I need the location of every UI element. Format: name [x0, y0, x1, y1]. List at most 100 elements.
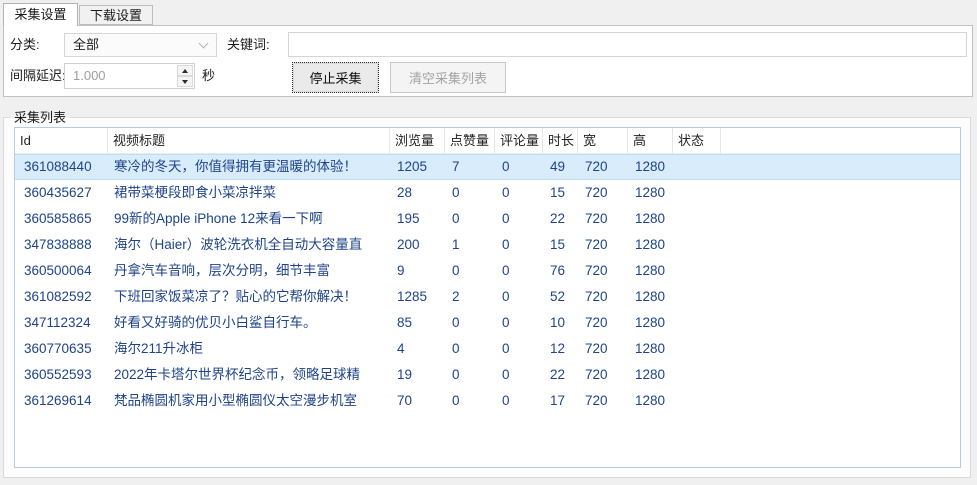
- cell-id: 360770635: [24, 341, 92, 356]
- header-likes[interactable]: 点赞量: [445, 128, 495, 153]
- cell-status: [673, 258, 721, 284]
- chevron-down-icon: [198, 38, 209, 49]
- header-status[interactable]: 状态: [673, 128, 721, 153]
- tab-download-settings[interactable]: 下载设置: [79, 5, 153, 25]
- cell-duration: 22: [550, 211, 566, 226]
- cell-comments: 0: [502, 237, 510, 252]
- cell-video-title: 2022年卡塔尔世界杯纪念币，领略足球精: [114, 367, 361, 382]
- cell-duration: 17: [550, 393, 566, 408]
- keyword-input[interactable]: [288, 32, 967, 57]
- delay-unit-label: 秒: [202, 68, 216, 83]
- clear-collect-list-button[interactable]: 清空采集列表: [390, 62, 506, 93]
- cell-width: 720: [585, 367, 608, 382]
- header-views[interactable]: 浏览量: [390, 128, 445, 153]
- cell-status: [673, 284, 721, 310]
- cell-comments: 0: [502, 367, 510, 382]
- cell-status: [673, 154, 721, 180]
- table-row[interactable]: 361269614 梵品椭圆机家用小型椭圆仪太空漫步机室 70 0 0 17 7…: [15, 388, 960, 414]
- cell-height: 1280: [635, 341, 666, 356]
- cell-filler: [721, 232, 960, 258]
- header-height[interactable]: 高: [628, 128, 673, 153]
- cell-likes: 0: [452, 263, 460, 278]
- cell-filler: [721, 284, 960, 310]
- cell-duration: 52: [550, 289, 566, 304]
- table-row[interactable]: 360585865 99新的Apple iPhone 12来看一下啊 195 0…: [15, 206, 960, 232]
- cell-comments: 0: [502, 263, 510, 278]
- tab-collect-settings[interactable]: 采集设置: [3, 3, 78, 26]
- cell-width: 720: [585, 237, 608, 252]
- cell-video-title: 好看又好骑的优贝小白鲨自行车。: [114, 315, 317, 330]
- cell-duration: 15: [550, 185, 566, 200]
- stepper-buttons: [177, 65, 193, 87]
- table-row[interactable]: 360770635 海尔211升冰柜 4 0 0 12 720 1280: [15, 336, 960, 362]
- cell-filler: [721, 180, 960, 206]
- header-comments[interactable]: 评论量: [495, 128, 543, 153]
- cell-comments: 0: [502, 393, 510, 408]
- cell-filler: [721, 258, 960, 284]
- cell-id: 361269614: [24, 393, 92, 408]
- header-duration[interactable]: 时长: [543, 128, 578, 153]
- header-width[interactable]: 宽: [578, 128, 628, 153]
- table-row[interactable]: 361082592 下班回家饭菜凉了？贴心的它帮你解决！ 1285 2 0 52…: [15, 284, 960, 310]
- cell-filler: [721, 206, 960, 232]
- cell-views: 28: [397, 185, 413, 200]
- cell-height: 1280: [635, 263, 666, 278]
- cell-comments: 0: [502, 185, 510, 200]
- cell-status: [673, 206, 721, 232]
- collect-list-table[interactable]: Id 视频标题 浏览量 点赞量 评论量 时长 宽 高 状态 361088440 …: [14, 127, 961, 468]
- stepper-down-button[interactable]: [177, 76, 193, 87]
- cell-id: 361088440: [24, 159, 92, 174]
- cell-video-title: 裙带菜梗段即食小菜凉拌菜: [114, 185, 276, 200]
- stepper-up-button[interactable]: [177, 65, 193, 76]
- cell-video-title: 丹拿汽车音响，层次分明，细节丰富: [114, 263, 330, 278]
- cell-comments: 0: [502, 315, 510, 330]
- cell-id: 361082592: [24, 289, 92, 304]
- cell-views: 9: [397, 263, 405, 278]
- category-dropdown[interactable]: 全部: [64, 33, 217, 57]
- cell-height: 1280: [635, 367, 666, 382]
- header-video-title[interactable]: 视频标题: [108, 128, 390, 153]
- cell-id: 347838888: [24, 237, 92, 252]
- cell-status: [673, 336, 721, 362]
- cell-width: 720: [585, 393, 608, 408]
- table-row[interactable]: 347112324 好看又好骑的优贝小白鲨自行车。 85 0 0 10 720 …: [15, 310, 960, 336]
- cell-video-title: 下班回家饭菜凉了？贴心的它帮你解决！: [114, 289, 357, 304]
- cell-height: 1280: [635, 393, 666, 408]
- table-row[interactable]: 360500064 丹拿汽车音响，层次分明，细节丰富 9 0 0 76 720 …: [15, 258, 960, 284]
- cell-views: 1285: [397, 289, 428, 304]
- delay-stepper[interactable]: 1.000: [64, 63, 195, 89]
- cell-width: 720: [585, 159, 608, 174]
- cell-comments: 0: [502, 341, 510, 356]
- table-row[interactable]: 347838888 海尔（Haier）波轮洗衣机全自动大容量直 200 1 0 …: [15, 232, 960, 258]
- cell-views: 85: [397, 315, 413, 330]
- cell-duration: 12: [550, 341, 566, 356]
- cell-likes: 2: [452, 289, 460, 304]
- cell-views: 195: [397, 211, 420, 226]
- header-id[interactable]: Id: [15, 128, 108, 153]
- category-label: 分类:: [10, 37, 40, 52]
- cell-views: 200: [397, 237, 420, 252]
- table-header-row: Id 视频标题 浏览量 点赞量 评论量 时长 宽 高 状态: [15, 128, 960, 154]
- table-row[interactable]: 360435627 裙带菜梗段即食小菜凉拌菜 28 0 0 15 720 128…: [15, 180, 960, 206]
- collect-list-group-title: 采集列表: [10, 109, 71, 126]
- table-body: 361088440 寒冷的冬天，你值得拥有更温暖的体验！ 1205 7 0 49…: [15, 154, 960, 414]
- arrow-up-icon: [182, 69, 188, 73]
- stop-collect-button[interactable]: 停止采集: [292, 62, 379, 93]
- cell-likes: 0: [452, 211, 460, 226]
- cell-likes: 0: [452, 393, 460, 408]
- cell-video-title: 寒冷的冬天，你值得拥有更温暖的体验！: [114, 159, 357, 174]
- cell-height: 1280: [635, 159, 666, 174]
- collect-list-groupbox: 采集列表 Id 视频标题 浏览量 点赞量 评论量 时长 宽 高 状态 36108…: [3, 109, 971, 478]
- cell-width: 720: [585, 211, 608, 226]
- cell-views: 70: [397, 393, 413, 408]
- cell-height: 1280: [635, 289, 666, 304]
- table-row[interactable]: 360552593 2022年卡塔尔世界杯纪念币，领略足球精 19 0 0 22…: [15, 362, 960, 388]
- table-row[interactable]: 361088440 寒冷的冬天，你值得拥有更温暖的体验！ 1205 7 0 49…: [15, 154, 960, 180]
- cell-id: 360500064: [24, 263, 92, 278]
- delay-label: 间隔延迟:: [10, 68, 66, 83]
- cell-height: 1280: [635, 211, 666, 226]
- cell-width: 720: [585, 185, 608, 200]
- cell-likes: 7: [452, 159, 460, 174]
- cell-width: 720: [585, 341, 608, 356]
